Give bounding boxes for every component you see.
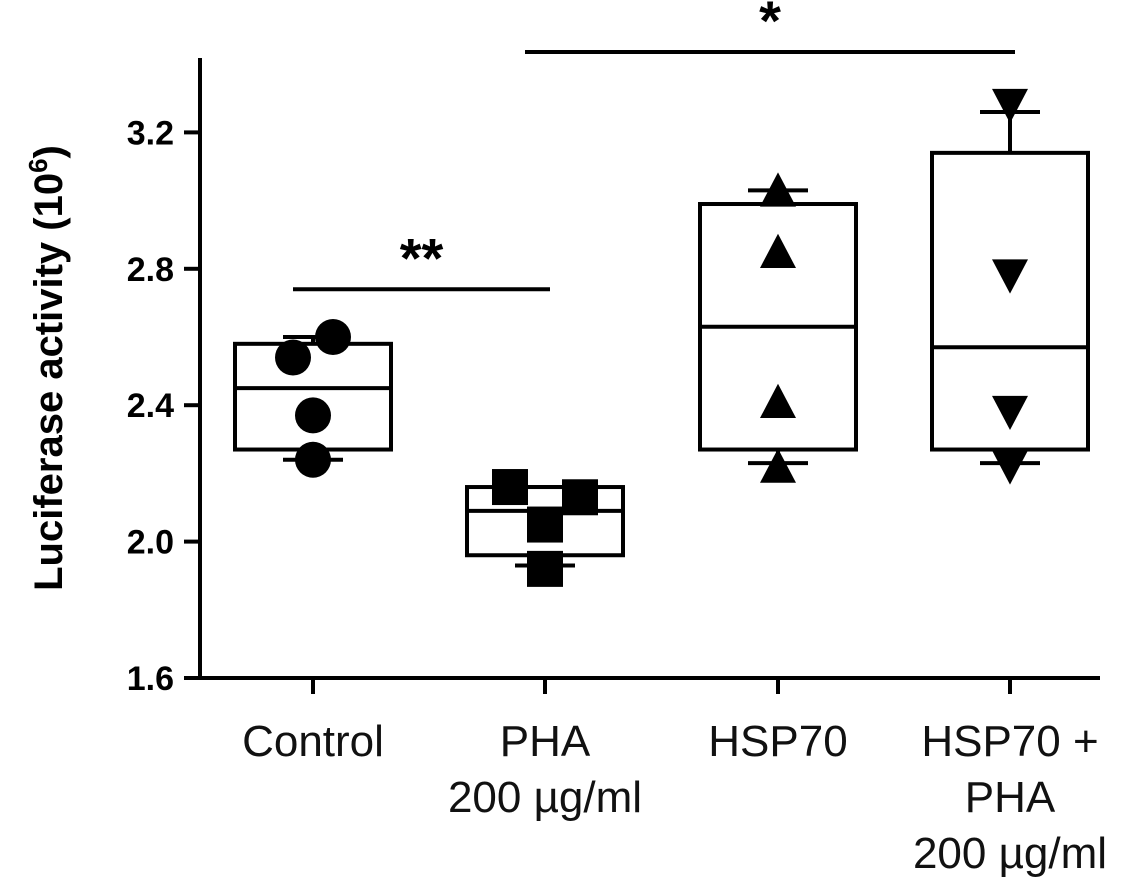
data-point-triangle-up [760, 233, 796, 268]
y-axis-title: Luciferase activity (106) [23, 145, 71, 591]
x-tick-label: PHA [965, 773, 1056, 822]
x-tick-label: 200 µg/ml [913, 829, 1107, 878]
data-points [275, 88, 1028, 587]
data-point-triangle-down [992, 88, 1028, 124]
data-point-square [562, 479, 598, 516]
x-tick-label: Control [242, 717, 384, 766]
data-point-square [527, 550, 563, 587]
y-tick-label: 3.2 [127, 114, 174, 152]
data-point-triangle-up [760, 172, 796, 207]
x-axis: Control PHA 200 µg/ml HSP70 HSP70 + PHA 200 µg… [198, 676, 1107, 878]
y-tick-label: 1.6 [127, 660, 174, 698]
box-plots [233, 109, 1090, 568]
data-point-circle [295, 397, 331, 434]
data-point-circle [275, 339, 311, 376]
y-tick-label: 2.0 [127, 524, 174, 562]
y-axis: 1.6 2.0 2.4 2.8 3.2 [127, 58, 202, 698]
data-point-triangle-down [992, 450, 1028, 485]
y-tick-label: 2.4 [127, 387, 174, 425]
data-point-square [492, 469, 528, 506]
y-axis-label: Luciferase activity (106) [23, 145, 71, 591]
y-tick-label: 2.8 [127, 251, 174, 289]
x-tick-label: 200 µg/ml [448, 773, 642, 822]
data-point-triangle-up [760, 383, 796, 418]
x-tick-label: PHA [500, 717, 591, 766]
data-point-triangle-down [992, 395, 1028, 431]
data-point-triangle-up [760, 448, 796, 483]
significance-annotations: *** [293, 0, 1015, 292]
data-point-circle [315, 319, 351, 355]
data-point-square [527, 506, 563, 543]
data-point-triangle-down [992, 259, 1028, 294]
box [233, 341, 393, 452]
x-tick-label: HSP70 + [921, 717, 1098, 766]
data-point-circle [295, 441, 331, 478]
significance-label: * [759, 0, 781, 52]
significance-label: ** [400, 226, 444, 289]
x-tick-label: HSP70 [708, 717, 847, 766]
